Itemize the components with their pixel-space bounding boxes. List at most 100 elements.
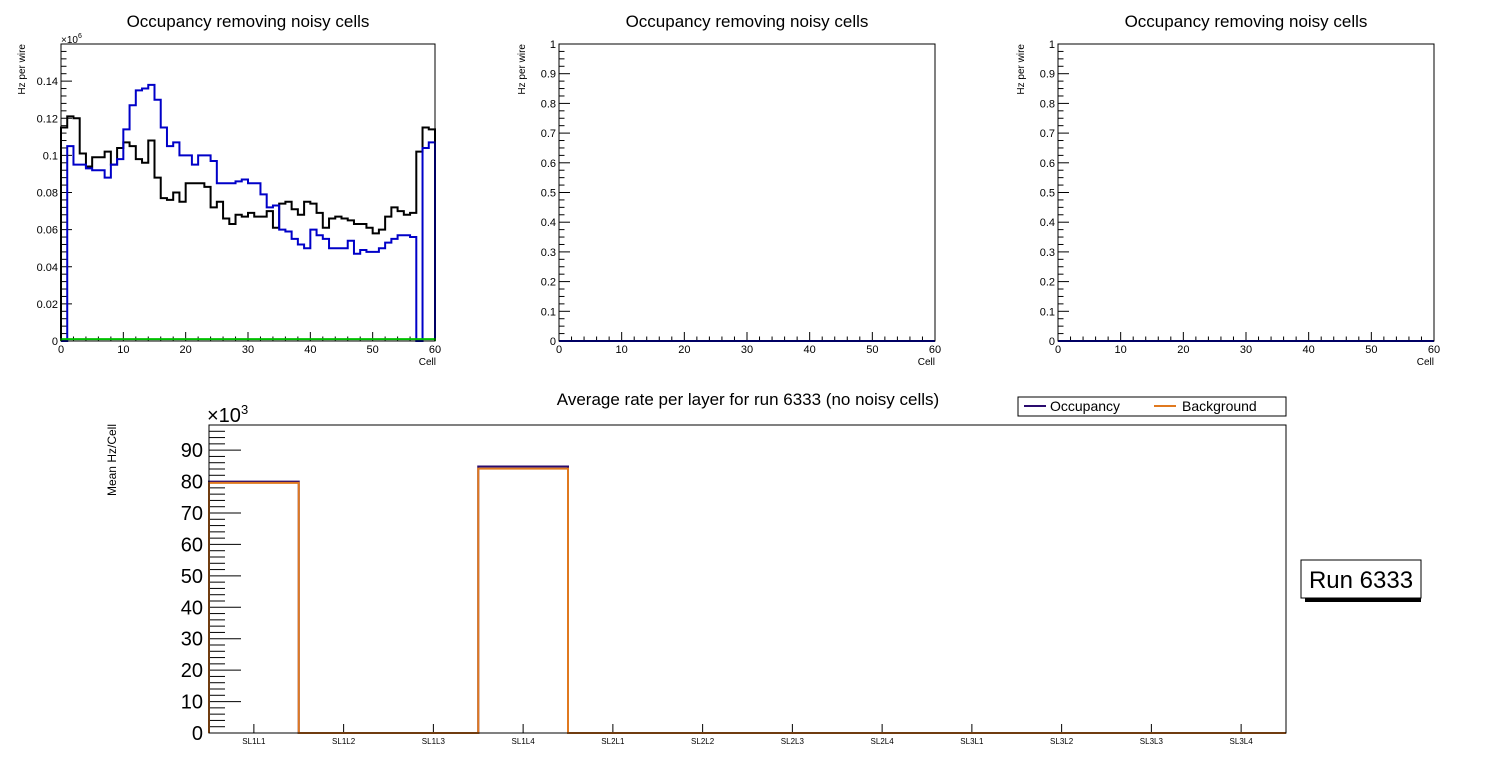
panel-1-axis-ticks [60,43,436,342]
panel-1-series [60,83,436,342]
x-tick-label: 60 [1428,344,1440,356]
panel-4-axis-ticks [209,424,1242,734]
panel-2-ylabel: Hz per wire [517,44,528,95]
panel-4-series [208,465,1286,734]
x-tick-label: 50 [1365,344,1377,356]
y-tick-label: 0.2 [1040,277,1055,289]
y-tick-label: 0.2 [541,277,556,289]
series-background-line [208,467,1286,734]
panel-1-title: Occupancy removing noisy cells [127,12,370,31]
y-tick-label: 0.6 [541,158,556,170]
category-label: SL3L4 [1230,737,1254,746]
legend: Occupancy Background [1017,396,1287,417]
y-tick-label: 0.4 [541,217,556,229]
y-tick-label: 0.06 [37,225,58,237]
series-green-line [60,338,436,341]
y-tick-label: 0.3 [1040,247,1055,259]
panel-1-exponent-base: ×10 [61,35,78,46]
panel-4-frame [208,424,1287,734]
y-tick-label: 80 [181,472,203,494]
panel-1-exponent: ×106 [61,33,82,46]
y-tick-label: 0.6 [1040,158,1055,170]
panel-1-tick-labels: 0 10 20 30 40 50 60 0 0.02 0.04 0.06 0.08 0.1 0.12 0.1… [37,76,442,356]
y-tick-label: 20 [181,660,203,682]
y-tick-label: 0.14 [37,76,58,88]
y-tick-label: 50 [181,566,203,588]
panel-2-xlabel: Cell [918,357,935,368]
x-tick-label: 40 [1303,344,1315,356]
x-tick-label: 60 [929,344,941,356]
y-tick-label: 0.04 [37,262,58,274]
y-tick-label: 60 [181,534,203,556]
category-label: SL2L3 [781,737,805,746]
category-label: SL1L4 [512,737,536,746]
x-tick-label: 20 [180,344,192,356]
y-tick-label: 0 [52,336,58,348]
panel-2-tick-labels: 0 10 20 30 40 50 60 0 0.1 0.2 0.3 0.4 0.5 0.6 0.7 0.8 0.… [541,39,941,356]
x-tick-label: 20 [1177,344,1189,356]
series-blue-line [61,83,436,342]
y-tick-label: 0.5 [541,188,556,200]
panel-3-xlabel: Cell [1417,357,1434,368]
occupancy-panel-1: Occupancy removing noisy cells Hz per wi… [17,12,441,368]
panel-1-xlabel: Cell [419,357,436,368]
panel-1-frame [60,43,436,342]
y-tick-label: 0.02 [37,299,58,311]
x-tick-label: 0 [1055,344,1061,356]
x-tick-label: 40 [304,344,316,356]
panel-4-exponent-power: 3 [241,402,248,417]
run-label-box: Run 6333 [1300,559,1422,602]
category-label: SL1L1 [242,737,266,746]
panel-1-exponent-power: 6 [78,33,82,40]
y-tick-label: 70 [181,503,203,525]
y-tick-label: 0.08 [37,188,58,200]
panel-4-ylabel: Mean Hz/Cell [105,424,119,496]
x-tick-label: 50 [367,344,379,356]
panel-4-tick-labels: 0 10 20 30 40 50 60 70 80 90 SL1L1 SL1L2 SL1L3 SL1L4 S… [181,440,1253,746]
category-label: SL3L3 [1140,737,1164,746]
y-tick-label: 0.7 [541,128,556,140]
x-tick-label: 20 [678,344,690,356]
y-tick-label: 10 [181,692,203,714]
series-black-line [60,115,436,341]
category-label: SL2L1 [601,737,625,746]
x-tick-label: 40 [804,344,816,356]
x-tick-label: 10 [1115,344,1127,356]
panel-3-frame [1057,43,1435,342]
y-tick-label: 90 [181,440,203,462]
panel-1-ylabel: Hz per wire [17,44,28,95]
occupancy-panel-3: Occupancy removing noisy cells Hz per wi… [1016,12,1440,368]
panel-4-title: Average rate per layer for run 6333 (no … [557,390,939,409]
x-tick-label: 50 [866,344,878,356]
y-tick-label: 0.8 [1040,98,1055,110]
panel-3-tick-labels: 0 10 20 30 40 50 60 0 0.1 0.2 0.3 0.4 0.5 0.6 0.7 0.8 0.… [1040,39,1440,356]
y-tick-label: 1 [550,39,556,51]
panel-3-axis-ticks [1057,43,1435,342]
panel-2-frame [558,43,936,342]
legend-background-label: Background [1182,398,1257,414]
y-tick-label: 0.4 [1040,217,1055,229]
legend-occupancy-label: Occupancy [1050,398,1120,414]
run-label-frame [1300,559,1422,599]
y-tick-label: 0.8 [541,98,556,110]
series-occupancy-line [208,465,1286,734]
panel-4-exponent-base: ×10 [207,405,241,427]
y-tick-label: 0.1 [1040,306,1055,318]
y-tick-label: 0.12 [37,113,58,125]
category-label: SL3L2 [1050,737,1074,746]
y-tick-label: 30 [181,629,203,651]
panel-3-title: Occupancy removing noisy cells [1125,12,1368,31]
y-tick-label: 40 [181,597,203,619]
x-tick-label: 10 [117,344,129,356]
category-label: SL2L2 [691,737,715,746]
category-label: SL3L1 [960,737,984,746]
y-tick-label: 1 [1049,39,1055,51]
x-tick-label: 0 [556,344,562,356]
y-tick-label: 0.9 [541,69,556,81]
category-label: SL2L4 [871,737,895,746]
legend-frame [1017,396,1287,417]
panel-2-title: Occupancy removing noisy cells [626,12,869,31]
x-tick-label: 0 [58,344,64,356]
panel-2-axis-ticks [558,43,936,342]
